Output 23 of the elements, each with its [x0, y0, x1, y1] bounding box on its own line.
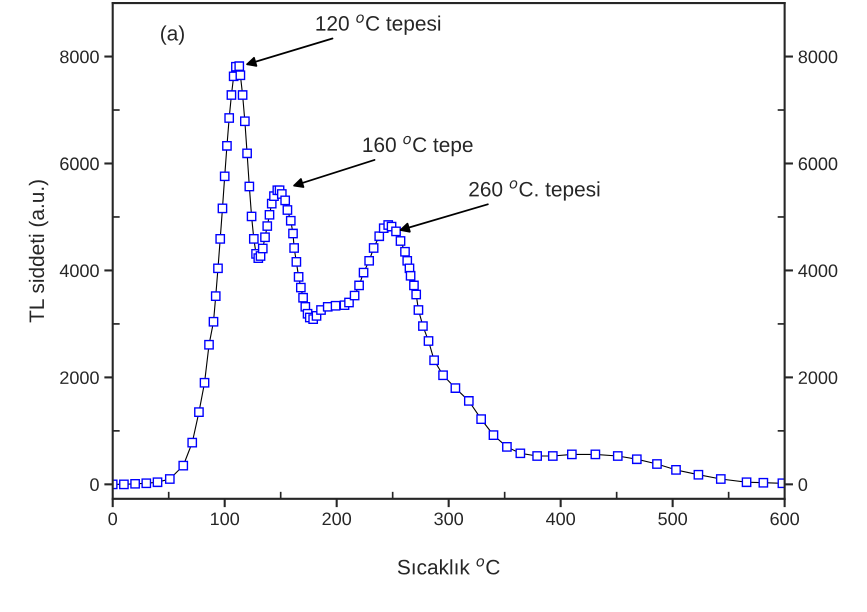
y-tick-label: 0: [90, 478, 99, 492]
y-tick-label: 4000: [60, 264, 99, 278]
x-tick-label: 400: [546, 512, 576, 526]
annotation: (a): [161, 25, 184, 45]
x-tick-label: 300: [434, 512, 464, 526]
y2-tick-label: 8000: [798, 50, 838, 64]
x-tick-label: 200: [322, 512, 352, 526]
y-tick-label: 6000: [60, 157, 99, 170]
x-tick-label: 100: [211, 512, 240, 526]
y2-tick-label: 6000: [798, 157, 838, 170]
y2-tick-label: 2000: [798, 371, 838, 384]
y-tick-label: 2000: [60, 371, 99, 384]
y-axis-title: TL siddeti (a.u.): [28, 180, 48, 322]
y-tick-label: 8000: [60, 50, 99, 64]
annotation: 120 $^{o}$C tepesi: [316, 14, 440, 35]
y2-tick-label: 4000: [798, 264, 838, 278]
x-tick-label: 500: [658, 512, 688, 526]
x-tick-label: 0: [108, 512, 118, 526]
y2-tick-label: 0: [798, 478, 808, 492]
x-axis-title: Sıcaklık $^{o}$C: [398, 558, 500, 575]
x-tick-label: 600: [770, 512, 799, 526]
annotation: 160 $^{o}$C tepe: [363, 136, 473, 156]
annotation: 260 $^{o}$C. tepesi: [469, 180, 600, 201]
